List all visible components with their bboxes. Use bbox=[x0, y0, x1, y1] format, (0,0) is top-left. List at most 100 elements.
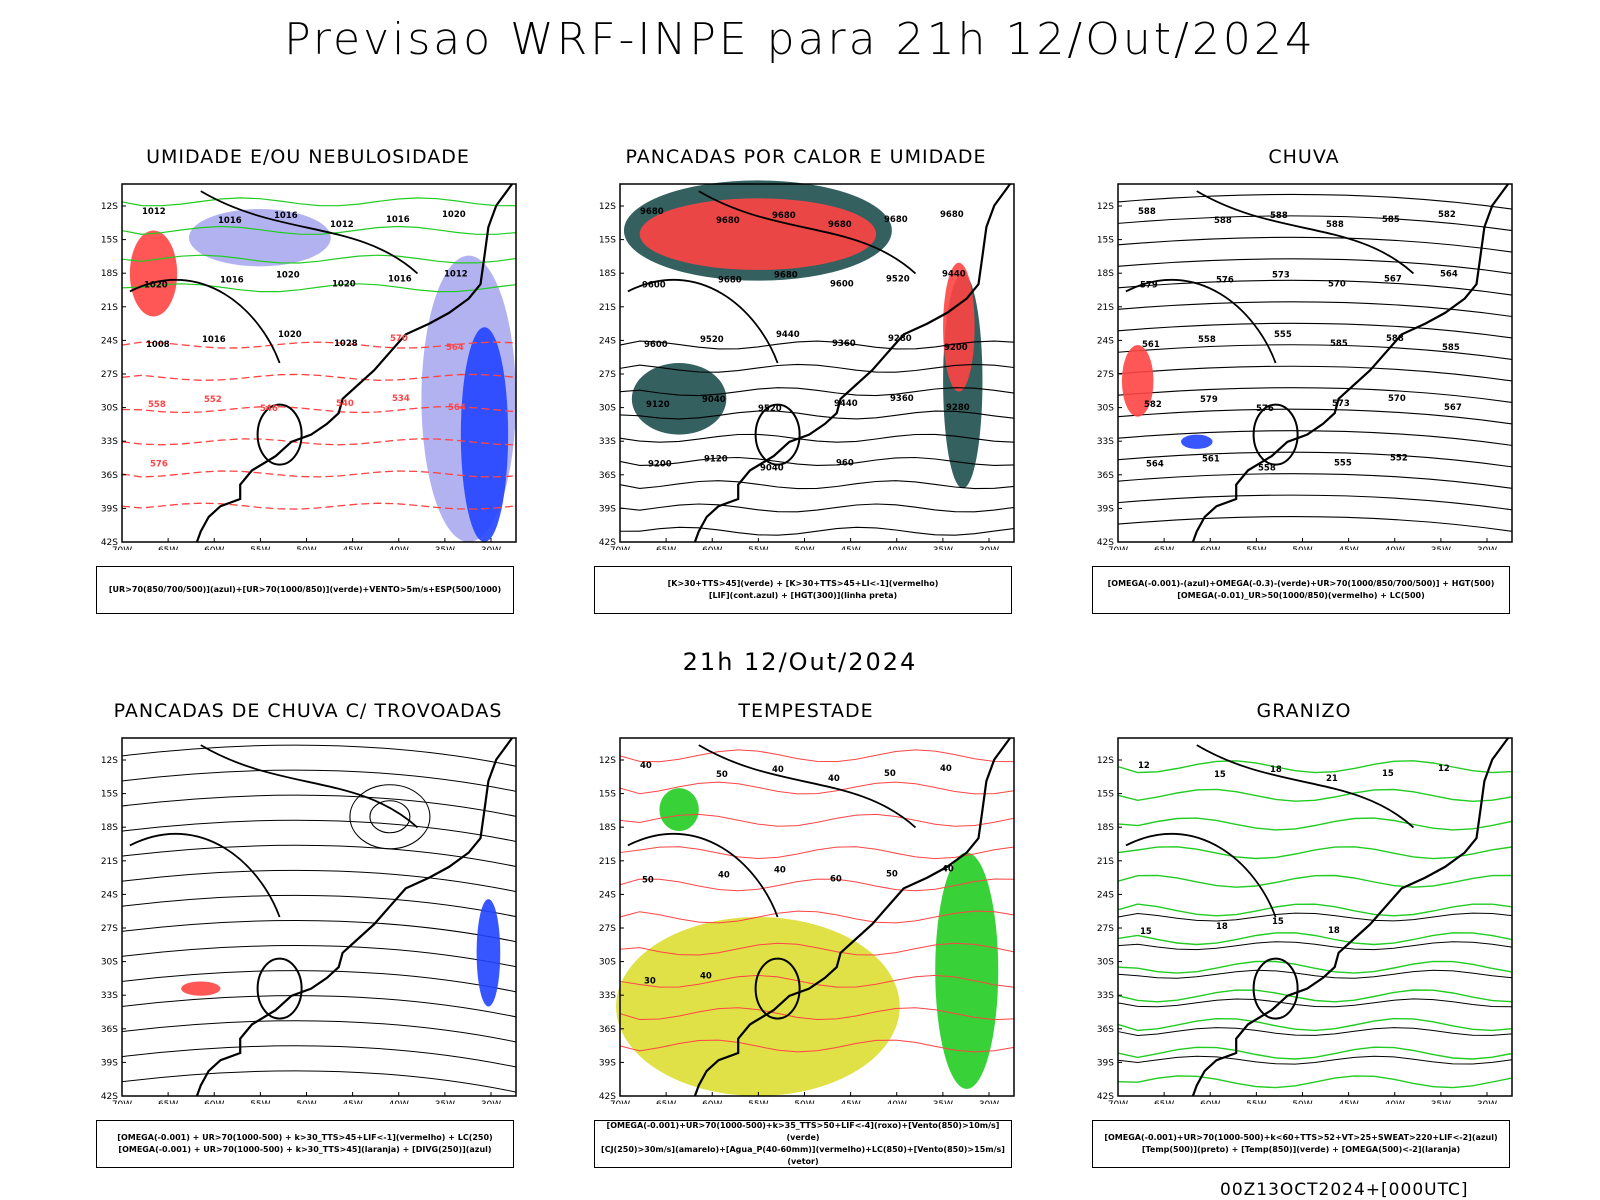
contour-label: 9600 bbox=[830, 280, 854, 290]
state-border bbox=[698, 190, 917, 275]
instability-field bbox=[631, 363, 727, 435]
country-border bbox=[1125, 833, 1277, 918]
contour-label: 9440 bbox=[776, 330, 800, 340]
lon-label: 65W bbox=[656, 546, 676, 550]
contour-label: 9520 bbox=[758, 404, 782, 414]
lon-label: 35W bbox=[435, 1100, 455, 1104]
coastline bbox=[693, 737, 1011, 1097]
lat-label: 33S bbox=[1097, 991, 1114, 1001]
lon-label: 35W bbox=[435, 546, 455, 550]
lon-label: 65W bbox=[158, 1100, 178, 1104]
coastline bbox=[693, 183, 1011, 543]
map-layer: 12S 15S 18S 21S 24S 27S 30S 33S 36S 39S 42S70W 65W 6… bbox=[599, 180, 1015, 550]
streamline bbox=[121, 1070, 517, 1093]
lat-label: 21S bbox=[101, 857, 118, 867]
contour-line bbox=[619, 410, 1015, 420]
panel-title: TEMPESTADE bbox=[738, 700, 874, 722]
contour-line bbox=[619, 781, 1015, 795]
lon-label: 55W bbox=[250, 1100, 270, 1104]
contour-label: 9680 bbox=[640, 207, 664, 217]
contour-line bbox=[121, 470, 517, 478]
contour-label: 9120 bbox=[704, 454, 728, 464]
contour-label: 9280 bbox=[946, 403, 970, 413]
lat-label: 18S bbox=[101, 823, 118, 833]
streamline bbox=[121, 769, 517, 792]
lon-label: 60W bbox=[1200, 546, 1220, 550]
contour-label: 9440 bbox=[942, 270, 966, 280]
lat-label: 15S bbox=[599, 236, 616, 246]
contour-label: 50 bbox=[642, 876, 654, 886]
contour-label: 540 bbox=[336, 399, 354, 409]
contour-label: 579 bbox=[1140, 281, 1158, 291]
lat-label: 18S bbox=[1097, 269, 1114, 279]
contour-label: 546 bbox=[260, 404, 278, 414]
streamline bbox=[1117, 516, 1513, 532]
contour-label: 9280 bbox=[888, 334, 912, 344]
legend-line: [OMEGA(-0.001) + UR>70(1000-500) + k>30_… bbox=[118, 1145, 492, 1154]
lat-label: 18S bbox=[101, 269, 118, 279]
contour-label: 40 bbox=[640, 761, 652, 771]
contour-line bbox=[619, 340, 1015, 350]
contour-label: 573 bbox=[1332, 399, 1350, 409]
lon-label: 35W bbox=[1431, 546, 1451, 550]
lat-label: 21S bbox=[599, 303, 616, 313]
uruguay-border bbox=[256, 403, 303, 466]
contour-label: 1020 bbox=[332, 280, 356, 290]
contour-line bbox=[1117, 932, 1513, 946]
streamline bbox=[121, 1045, 517, 1068]
lon-label: 65W bbox=[1154, 1100, 1174, 1104]
streamline bbox=[1117, 408, 1513, 425]
contour-label: 588 bbox=[1270, 211, 1288, 221]
uruguay-border bbox=[256, 957, 303, 1020]
lat-label: 24S bbox=[599, 890, 616, 900]
streamline bbox=[121, 744, 517, 767]
map-frame bbox=[619, 183, 1015, 543]
lat-label: 15S bbox=[599, 790, 616, 800]
contour-label: 40 bbox=[774, 866, 786, 876]
map-granizo: 12S 15S 18S 21S 24S 27S 30S 33S 36S 39S 42S70W 65W 6… bbox=[1097, 737, 1513, 1104]
contour-line bbox=[1117, 1017, 1513, 1032]
lon-label: 60W bbox=[1200, 1100, 1220, 1104]
contour-label: 18 bbox=[1270, 765, 1282, 775]
lat-label: 24S bbox=[599, 336, 616, 346]
contour-label: 555 bbox=[1274, 330, 1292, 340]
contour-label: 534 bbox=[392, 394, 410, 404]
streamline bbox=[1117, 215, 1513, 232]
legend-box: [OMEGA(-0.001)+UR>70(1000-500)+k<60+TTS>… bbox=[1092, 1120, 1510, 1168]
contour-line bbox=[1117, 941, 1513, 951]
contour-label: 18 bbox=[1216, 922, 1228, 932]
map-layer: 12S 15S 18S 21S 24S 27S 30S 33S 36S 39S 42S70W 65W 6… bbox=[1097, 183, 1513, 550]
lat-label: 18S bbox=[599, 823, 616, 833]
jet-field bbox=[616, 917, 900, 1096]
lat-label: 24S bbox=[101, 336, 118, 346]
contour-label: 585 bbox=[1442, 343, 1460, 353]
lon-label: 70W bbox=[1108, 1100, 1128, 1104]
contour-label: 9440 bbox=[834, 399, 858, 409]
map-trovoadas: 12S 15S 18S 21S 24S 27S 30S 33S 36S 39S 42S70W 65W 6… bbox=[101, 737, 517, 1104]
lon-label: 35W bbox=[1431, 1100, 1451, 1104]
map-layer: 12S 15S 18S 21S 24S 27S 30S 33S 36S 39S 42S70W 65W 6… bbox=[101, 737, 517, 1104]
streamline bbox=[121, 995, 517, 1018]
lat-label: 30S bbox=[101, 404, 118, 414]
contour-line bbox=[121, 502, 517, 510]
contour-label: 570 bbox=[390, 334, 408, 344]
lat-label: 30S bbox=[1097, 404, 1114, 414]
lat-label: 12S bbox=[101, 202, 118, 212]
contour-label: 567 bbox=[1384, 275, 1402, 285]
lon-label: 45W bbox=[342, 546, 362, 550]
contour-label: 9200 bbox=[944, 343, 968, 353]
main-title: Previsao WRF-INPE para 21h 12/Out/2024 bbox=[284, 14, 1316, 65]
contour-label: 576 bbox=[1256, 404, 1274, 414]
panel-title: GRANIZO bbox=[1256, 700, 1352, 722]
contour-line bbox=[1117, 1046, 1513, 1060]
map-frame bbox=[1117, 737, 1513, 1097]
country-border bbox=[627, 279, 779, 364]
contour-label: 9680 bbox=[940, 210, 964, 220]
lon-label: 45W bbox=[840, 546, 860, 550]
lat-label: 30S bbox=[1097, 958, 1114, 968]
lon-label: 30W bbox=[481, 1100, 501, 1104]
contour-line bbox=[619, 480, 1015, 490]
lat-label: 36S bbox=[1097, 471, 1114, 481]
contour-label: 15 bbox=[1382, 769, 1394, 779]
contour-label: 582 bbox=[1144, 400, 1162, 410]
